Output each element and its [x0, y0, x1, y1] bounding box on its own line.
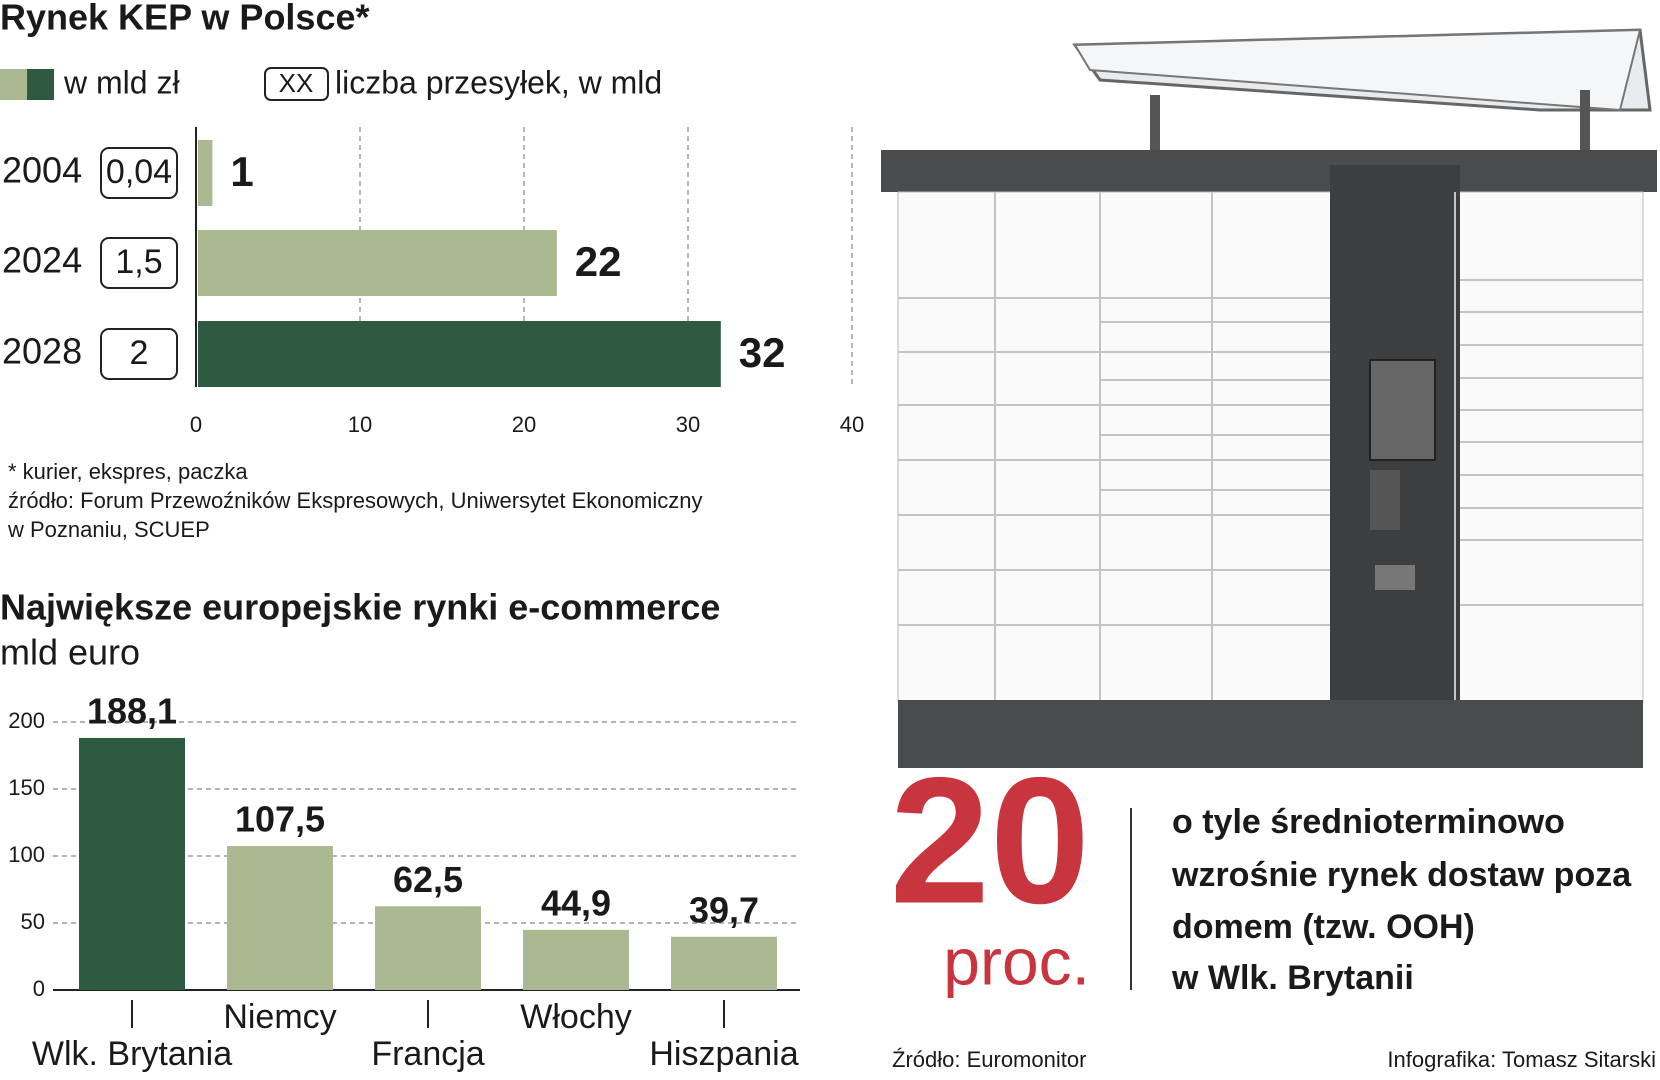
- callout-number: 20: [890, 741, 1090, 942]
- count-box: [100, 237, 178, 289]
- note: źródło: Forum Przewoźników Ekspresowych,…: [8, 488, 702, 513]
- value-label: 107,5: [235, 798, 325, 839]
- y-tick-label: 150: [8, 775, 45, 800]
- bar: [79, 737, 185, 990]
- chart-title: Największe europejskie rynki e-commerce: [0, 587, 720, 628]
- callout-line: domem (tzw. OOH): [1172, 908, 1475, 946]
- x-tick-label: 0: [190, 412, 202, 437]
- count-label: 1,5: [115, 243, 162, 281]
- y-tick-label: 200: [8, 708, 45, 733]
- legend-label: w mld zł: [63, 64, 180, 100]
- chart-subtitle: mld euro: [0, 632, 140, 673]
- x-tick-label: 30: [676, 412, 700, 437]
- bar: [375, 906, 481, 990]
- value-label: 188,1: [87, 690, 177, 731]
- bar: [198, 230, 557, 296]
- bar: [198, 140, 213, 206]
- y-tick-label: 100: [8, 842, 45, 867]
- chart-title: Rynek KEP w Polsce*: [0, 0, 370, 38]
- x-tick-label: 20: [512, 412, 536, 437]
- legend-swatch: [27, 69, 54, 100]
- x-tick-label: Francja: [371, 1035, 484, 1073]
- value-label: 62,5: [393, 859, 463, 900]
- x-tick-label: Hiszpania: [649, 1035, 798, 1073]
- category-label: 2024: [2, 240, 82, 281]
- count-box: [100, 147, 178, 199]
- value-label: 1: [230, 148, 253, 195]
- note: w Poznaniu, SCUEP: [7, 517, 210, 542]
- credit: Infografika: Tomasz Sitarski: [1387, 1047, 1656, 1072]
- value-label: 39,7: [689, 889, 759, 930]
- value-label: 32: [739, 329, 786, 376]
- legend-box: [264, 67, 329, 101]
- x-tick-label: Wlk. Brytania: [32, 1035, 232, 1073]
- x-tick-label: 40: [840, 412, 864, 437]
- category-label: 2004: [2, 150, 82, 191]
- count-box: [100, 328, 178, 380]
- bar: [671, 936, 777, 990]
- callout-line: w Wlk. Brytanii: [1171, 959, 1414, 997]
- callout-unit: proc.: [943, 924, 1090, 998]
- x-tick-label: Włochy: [520, 998, 631, 1036]
- legend-swatch: [0, 69, 27, 100]
- category-label: 2028: [2, 331, 82, 372]
- x-tick-label: 10: [348, 412, 372, 437]
- bar: [227, 845, 333, 990]
- locker-illustration: [881, 28, 1657, 768]
- callout-line: o tyle średnioterminowo: [1172, 803, 1565, 841]
- x-tick-label: Niemcy: [223, 998, 336, 1036]
- legend-symbol: XX: [279, 68, 314, 98]
- value-label: 44,9: [541, 882, 611, 923]
- callout-line: wzrośnie rynek dostaw poza: [1171, 856, 1632, 894]
- count-label: 2: [130, 334, 149, 372]
- source: Źródło: Euromonitor: [892, 1047, 1086, 1072]
- note: * kurier, ekspres, paczka: [8, 459, 248, 484]
- bar: [198, 321, 721, 387]
- y-tick-label: 0: [33, 976, 45, 1001]
- bar: [523, 929, 629, 990]
- count-label: 0,04: [106, 153, 172, 191]
- value-label: 22: [575, 238, 622, 285]
- y-tick-label: 50: [21, 909, 45, 934]
- legend-label: liczba przesyłek, w mld: [335, 64, 662, 100]
